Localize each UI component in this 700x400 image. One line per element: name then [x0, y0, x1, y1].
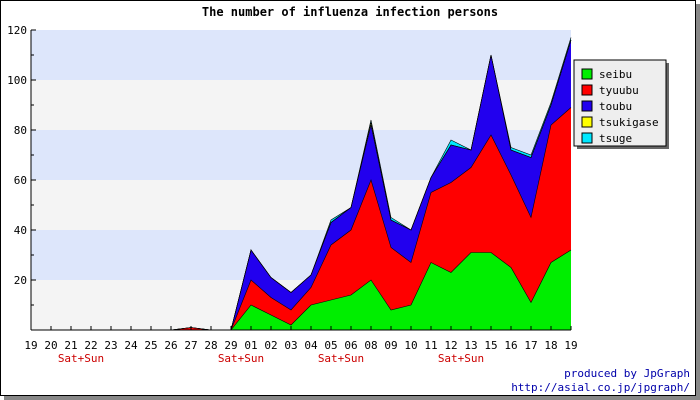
x-tick-label: 11: [424, 339, 437, 352]
legend-swatch-tyuubu: [581, 84, 593, 96]
y-tick-label: 120: [7, 24, 27, 37]
x-tick-label: 19: [24, 339, 37, 352]
area-tyuubu: [31, 107, 571, 330]
x-tick-label: 27: [184, 339, 197, 352]
x-tick-label: 20: [44, 339, 57, 352]
legend-label-tyuubu: tyuubu: [599, 84, 639, 97]
x-tick-label: 23: [104, 339, 117, 352]
x-tick-labels: 19 20 21 22 23 24 25 26 27 28 29 01 02 03 04 05 06 08 09 10…: [24, 339, 577, 352]
legend-label-tsukigase: tsukigase: [599, 116, 659, 129]
frame-shadow-bottom: [4, 396, 700, 400]
credit-line-2: http://asial.co.jp/jpgraph/: [511, 381, 690, 394]
y-tick-label: 40: [14, 224, 27, 237]
legend-label-seibu: seibu: [599, 68, 632, 81]
x-tick-label: 19: [564, 339, 577, 352]
chart-title: The number of influenza infection person…: [202, 5, 498, 19]
y-tick-label: 80: [14, 124, 27, 137]
x-tick-label: 24: [124, 339, 138, 352]
x-tick-label: 18: [544, 339, 557, 352]
x-tick-label: 06: [344, 339, 357, 352]
legend: seibu tyuubu toubu tsukigase tsuge: [573, 59, 669, 149]
x-tick-label: 16: [504, 339, 517, 352]
weekend-label: Sat+Sun: [318, 352, 364, 365]
frame-shadow-right: [696, 4, 700, 400]
band-100: [31, 30, 571, 80]
x-tick-label: 29: [224, 339, 237, 352]
x-tick-label: 21: [64, 339, 77, 352]
axes: [30, 29, 572, 331]
area-seibu: [31, 250, 571, 330]
weekend-label: Sat+Sun: [438, 352, 484, 365]
x-tick-label: 05: [324, 339, 337, 352]
weekend-label: Sat+Sun: [58, 352, 104, 365]
x-tick-label: 12: [444, 339, 457, 352]
legend-label-tsuge: tsuge: [599, 132, 632, 145]
x-tick-label: 28: [204, 339, 217, 352]
x-tick-label: 26: [164, 339, 177, 352]
legend-swatch-tsukigase: [581, 116, 593, 128]
weekend-labels: Sat+Sun Sat+Sun Sat+Sun Sat+Sun: [58, 352, 484, 365]
x-tick-label: 15: [484, 339, 497, 352]
legend-swatch-tsuge: [581, 132, 593, 144]
y-tick-label: 100: [7, 74, 27, 87]
x-tick-label: 04: [304, 339, 318, 352]
x-tick-label: 10: [404, 339, 417, 352]
legend-label-toubu: toubu: [599, 100, 632, 113]
y-tick-label: 20: [14, 274, 27, 287]
credit-line-1: produced by JpGraph: [564, 367, 690, 380]
x-tick-label: 25: [144, 339, 157, 352]
x-tick-label: 17: [524, 339, 537, 352]
x-tick-label: 08: [364, 339, 377, 352]
y-tick-labels: 20 40 60 80 100 120: [7, 24, 27, 287]
x-tick-label: 03: [284, 339, 297, 352]
x-tick-label: 01: [244, 339, 257, 352]
x-tick-label: 22: [84, 339, 97, 352]
x-tick-label: 13: [464, 339, 477, 352]
x-tick-label: 02: [264, 339, 277, 352]
weekend-label: Sat+Sun: [218, 352, 264, 365]
y-tick-label: 60: [14, 174, 27, 187]
x-tick-label: 09: [384, 339, 397, 352]
legend-swatch-seibu: [581, 68, 593, 80]
legend-swatch-toubu: [581, 100, 593, 112]
